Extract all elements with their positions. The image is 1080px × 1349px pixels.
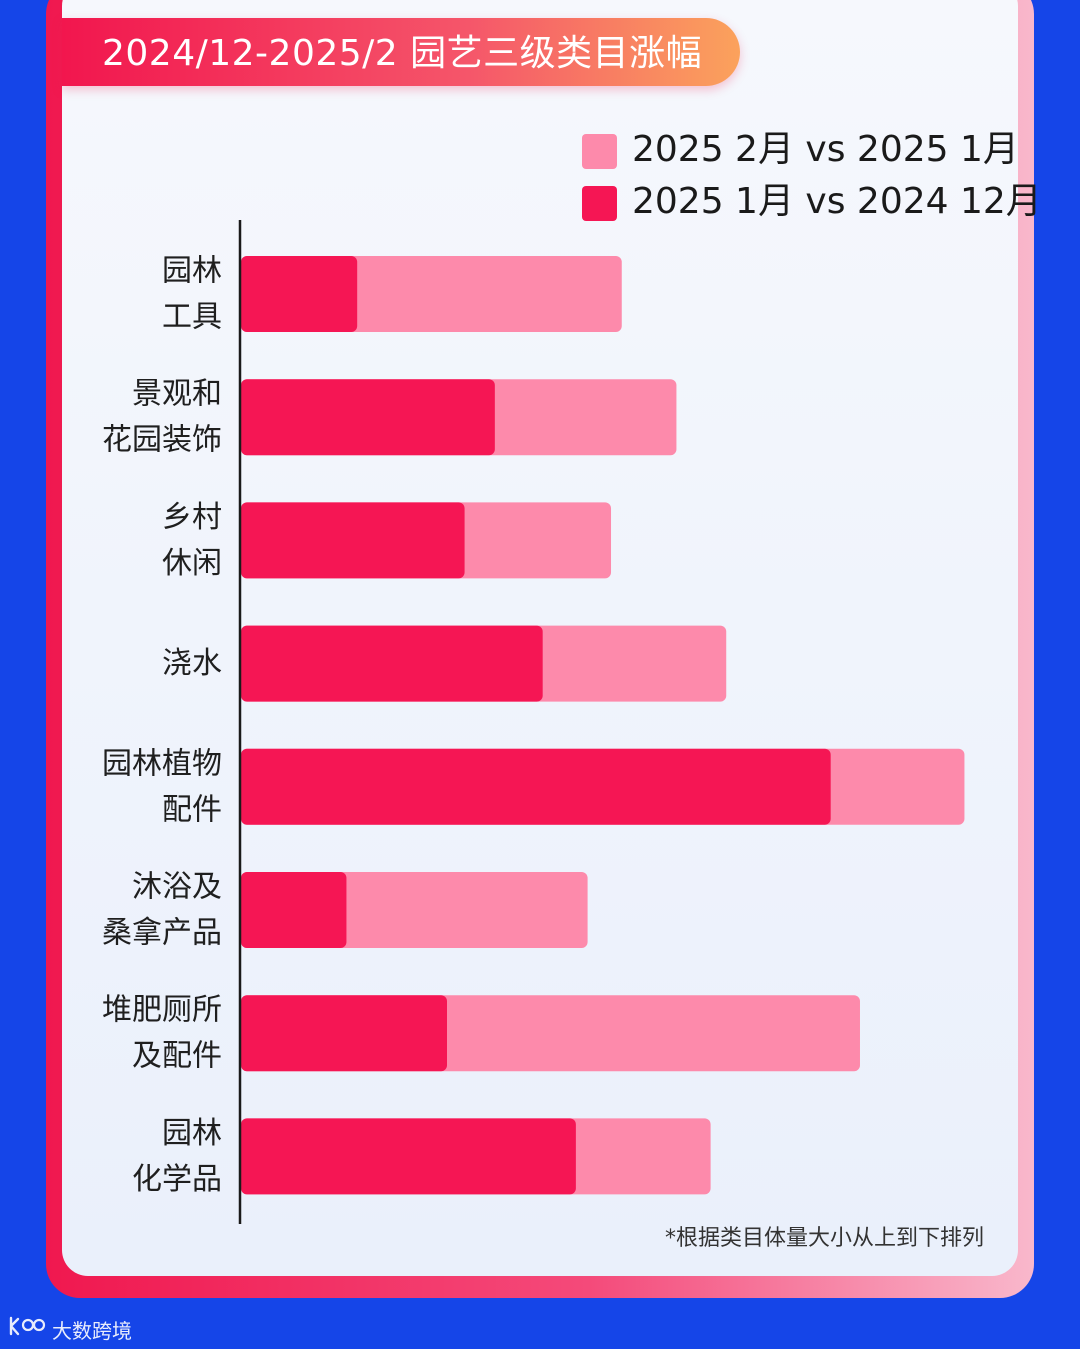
watermark-text: 大数跨境 [52, 1319, 132, 1343]
bar-series-2-4 [241, 748, 831, 825]
category-label-0-0: 园林 [162, 254, 222, 289]
category-label-5-0: 沐浴及 [132, 870, 222, 905]
bar-series-2-1 [241, 379, 495, 456]
category-label-7-0: 园林 [162, 1116, 222, 1151]
category-label-6-1: 及配件 [132, 1039, 222, 1074]
bar-series-2-6 [241, 995, 448, 1072]
bar-series-2-5 [241, 872, 347, 948]
category-label-2-0: 乡村 [162, 500, 222, 535]
category-label-5-1: 桑拿产品 [102, 916, 222, 951]
legend-swatch-dark [582, 186, 617, 221]
category-label-7-1: 化学品 [132, 1162, 222, 1197]
legend-label-series-2: 2025 1月 vs 2024 12月 [632, 181, 1042, 222]
footnote: *根据类目体量大小从上到下排列 [664, 1226, 984, 1251]
watermark: 大数跨境 [8, 1314, 132, 1344]
brand-logo-icon [8, 1314, 48, 1345]
bar-series-2-7 [241, 1118, 576, 1195]
category-label-4-1: 配件 [162, 792, 222, 827]
category-label-0-1: 工具 [162, 300, 222, 335]
bar-series-2-0 [241, 256, 358, 332]
category-label-2-1: 休闲 [162, 546, 222, 581]
legend-swatch-light [582, 134, 617, 169]
category-label-1-0: 景观和 [132, 377, 222, 412]
chart-title: 2024/12-2025/2 园艺三级类目涨幅 [102, 33, 703, 74]
category-label-1-1: 花园装饰 [102, 423, 222, 458]
legend-label-series-1: 2025 2月 vs 2025 1月 [632, 129, 1019, 170]
bar-series-2-3 [241, 625, 543, 702]
title-badge [62, 18, 740, 86]
category-label-6-0: 堆肥厕所 [102, 993, 222, 1028]
category-label-3-0: 浇水 [162, 646, 222, 681]
category-label-4-0: 园林植物 [102, 746, 222, 781]
bar-series-2-2 [241, 502, 465, 579]
